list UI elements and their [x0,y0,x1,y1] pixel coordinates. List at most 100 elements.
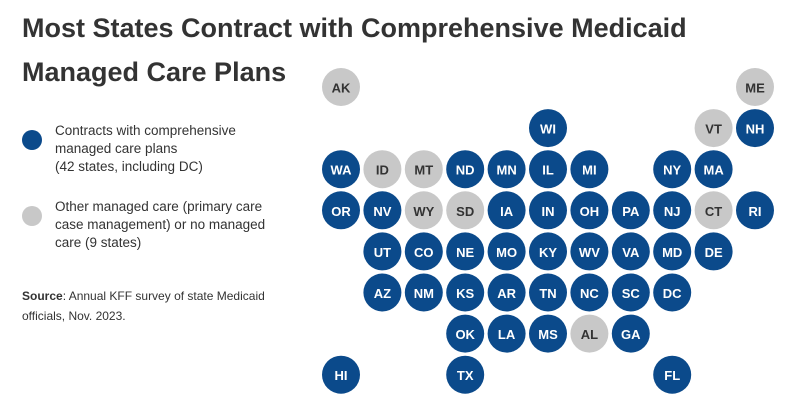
state-label: LA [498,327,516,342]
state-tile [446,191,485,230]
state-tile [404,150,443,189]
state-label: MS [538,327,558,342]
state-label: DE [705,245,723,260]
legend-line: Contracts with comprehensive [55,123,236,138]
state-tile [487,314,526,353]
state-tile [363,150,402,189]
legend-line: care (9 states) [55,235,142,250]
state-tile [653,273,692,312]
state-label: MT [414,163,433,178]
state-tile [487,191,526,230]
state-label: CT [705,204,722,219]
state-tile [487,232,526,271]
state-label: NC [580,286,599,301]
state-label: WY [413,204,434,219]
state-label: HI [335,368,348,383]
state-tile [694,109,733,148]
state-label: NM [414,286,434,301]
state-label: MA [703,163,724,178]
state-label: MI [582,163,596,178]
state-label: OR [331,204,351,219]
state-label: TX [457,368,474,383]
state-label: WV [579,245,600,260]
legend-label: Other managed care (primary care case man… [55,198,265,252]
state-label: KY [539,245,557,260]
state-label: UT [374,245,391,260]
state-label: AL [581,327,598,342]
state-tile [611,232,650,271]
state-tile [653,150,692,189]
state-label: SC [622,286,641,301]
state-label: OK [455,327,475,342]
state-label: CO [414,245,434,260]
state-tile [653,232,692,271]
state-label: IN [542,204,555,219]
state-tile [653,355,692,394]
state-tile [529,109,567,148]
state-tile [322,355,360,394]
state-label: MO [496,245,517,260]
state-label: FL [664,368,680,383]
state-tile [529,150,567,189]
state-tile [446,314,485,353]
state-label: RI [749,204,762,219]
state-label: GA [621,327,641,342]
state-tile [736,68,774,106]
state-label: ME [745,81,765,96]
state-label: OH [580,204,600,219]
state-tile [322,150,360,189]
state-label: AR [497,286,516,301]
state-label: WI [540,122,556,137]
state-tile [694,150,733,189]
state-label: IA [500,204,514,219]
legend-line: managed care plans [55,141,178,156]
state-tile [363,191,402,230]
state-tile [529,314,567,353]
state-label: NY [663,163,681,178]
legend-swatch [22,206,42,226]
state-label: NV [373,204,391,219]
state-tile [363,273,402,312]
state-tile [653,191,692,230]
state-tile [570,232,609,271]
legend-label: Contracts with comprehensive managed care… [55,122,236,176]
legend-line: (42 states, including DC) [55,159,203,174]
state-tile [529,273,567,312]
state-label: VT [705,122,722,137]
state-tile [404,232,443,271]
title: Most States Contract with Comprehensive … [22,13,687,87]
state-tile [570,191,609,230]
state-label: NH [746,122,765,137]
legend-line: case management) or no managed [55,217,266,232]
state-tile [694,191,733,230]
state-label: MN [496,163,516,178]
state-label: VA [622,245,640,260]
state-label: TN [539,286,556,301]
state-label: DC [663,286,682,301]
source: Source: Annual KFF survey of state Medic… [22,286,292,326]
state-tile [487,150,526,189]
state-tile [570,314,609,353]
source-text: : Annual KFF survey of state Medicaid of… [22,289,265,323]
state-label: AK [332,81,351,96]
state-tile [736,191,774,230]
state-tile [446,150,485,189]
state-tile [611,314,650,353]
state-tile [446,273,485,312]
state-tile [487,273,526,312]
state-tile [404,273,443,312]
state-label: ID [376,163,389,178]
state-label: SD [456,204,474,219]
state-tile [529,191,567,230]
state-tile [446,355,485,394]
state-label: ND [456,163,475,178]
state-tile [694,232,733,271]
state-label: WA [331,163,353,178]
state-tile [570,273,609,312]
state-tile [570,150,609,189]
legend-line: Other managed care (primary care [55,199,263,214]
state-tile [611,273,650,312]
state-label: MD [662,245,682,260]
